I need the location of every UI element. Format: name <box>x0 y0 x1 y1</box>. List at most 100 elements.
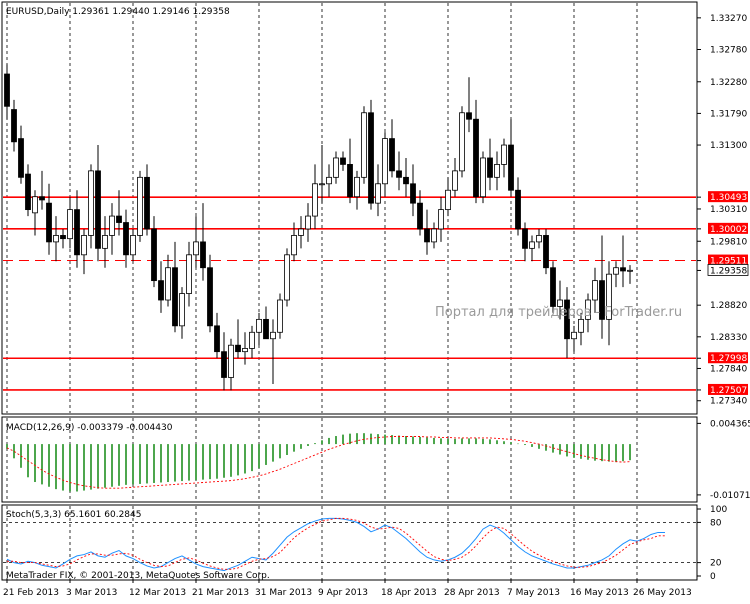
candle-body <box>578 318 584 333</box>
watermark-text: Портал для трейдеров - ForTrader.ru <box>435 305 682 320</box>
candle-body <box>18 138 24 178</box>
candle-body <box>67 209 73 240</box>
candle-body <box>263 318 269 340</box>
candle-body <box>494 164 500 178</box>
x-tick-label: 21 Feb 2013 <box>3 588 59 598</box>
stoch-pane[interactable] <box>1 504 698 581</box>
y-tick-label: 1.28330 <box>710 333 747 343</box>
x-tick-label: 21 Mar 2013 <box>192 588 249 598</box>
candle-body <box>277 299 283 333</box>
stoch-pane-title: Stoch(5,3,3) 65.1601 60.2845 <box>6 510 141 520</box>
stoch-signal-line <box>7 517 665 570</box>
x-tick-label: 31 Mar 2013 <box>255 588 312 598</box>
macd-pane-title: MACD(12,26,9) -0.003379 -0.004430 <box>6 423 173 433</box>
candle-body <box>459 112 465 172</box>
candle-body <box>4 73 10 107</box>
candle-body <box>438 209 444 230</box>
candle-body <box>599 280 605 320</box>
y-tick-label: 1.33270 <box>710 14 747 24</box>
candle-body <box>347 164 353 198</box>
candle-body <box>130 235 136 256</box>
candle-body <box>60 235 66 240</box>
candle-body <box>592 280 598 301</box>
candle-body <box>312 183 318 217</box>
candle-body <box>522 228 528 249</box>
candle-body <box>32 196 38 214</box>
candle-body <box>375 183 381 204</box>
candle-body <box>123 222 129 256</box>
candle-body <box>529 241 535 249</box>
level-price-box <box>708 222 748 234</box>
x-tick-label: 18 Apr 2013 <box>381 588 437 598</box>
candle-body <box>158 280 164 301</box>
macd-signal-line <box>6 436 631 489</box>
candle-body <box>389 138 395 172</box>
candle-body <box>557 299 563 307</box>
candle-body <box>452 170 458 191</box>
y-tick-label: 1.32780 <box>710 45 747 55</box>
y-tick-label: 1.28820 <box>710 301 747 311</box>
level-price-label: 1.27507 <box>710 386 747 396</box>
level-price-box <box>708 254 748 266</box>
current-price-box <box>707 264 749 276</box>
x-tick-label: 28 Apr 2013 <box>444 588 500 598</box>
candle-body <box>480 157 486 198</box>
price-pane[interactable] <box>1 1 698 415</box>
stoch-y-tick-label: 20 <box>710 559 722 569</box>
candle-body <box>228 344 234 378</box>
candle-body <box>333 157 339 178</box>
candle-body <box>46 202 52 243</box>
candle-body <box>39 196 45 201</box>
x-tick-label: 3 Mar 2013 <box>66 588 117 598</box>
candle-body <box>193 241 199 256</box>
y-tick-label: 1.30310 <box>710 205 747 215</box>
y-tick-label: 1.31790 <box>710 109 747 119</box>
candle-body <box>270 331 276 340</box>
copyright-text: MetaTrader FIX, © 2001-2013, MetaQuotes … <box>6 571 270 581</box>
candle-body <box>326 176 332 185</box>
candle-body <box>102 235 108 249</box>
price-pane-title: EURUSD,Daily 1.29361 1.29440 1.29146 1.2… <box>6 7 230 17</box>
candle-body <box>53 235 59 243</box>
level-price-box <box>708 191 748 203</box>
candle-body <box>95 170 101 249</box>
candle-body <box>207 267 213 327</box>
candle-body <box>116 215 122 223</box>
candle-body <box>179 293 185 327</box>
candle-body <box>501 144 507 165</box>
x-tick-label: 7 May 2013 <box>507 588 560 598</box>
candle-body <box>613 267 619 275</box>
candle-body <box>151 228 157 282</box>
candle-body <box>424 228 430 243</box>
candles <box>4 64 633 391</box>
y-tick-label: 1.32280 <box>710 78 747 88</box>
candle-body <box>165 267 171 301</box>
candle-body <box>256 318 262 333</box>
candle-body <box>172 267 178 327</box>
macd-indicator <box>6 433 631 492</box>
candle-body <box>109 215 115 236</box>
candle-body <box>508 144 514 191</box>
candle-body <box>585 299 591 320</box>
candle-body <box>536 235 542 243</box>
x-tick-label: 9 Apr 2013 <box>318 588 368 598</box>
candle-body <box>354 176 360 198</box>
candle-body <box>487 157 493 178</box>
candle-body <box>564 299 570 340</box>
candle-body <box>410 183 416 204</box>
candle-body <box>466 112 472 120</box>
candle-body <box>550 267 556 307</box>
candle-body <box>81 235 87 256</box>
macd-y-tick-label: -0.010714 <box>710 491 750 501</box>
candle-body <box>25 173 31 211</box>
y-tick-label: 1.29810 <box>710 237 747 247</box>
axes: 21 Feb 2013 3 Mar 2013 12 Mar 2013 21 Mar 2… <box>3 14 750 598</box>
candle-body <box>186 254 192 294</box>
level-price-label: 1.30002 <box>710 225 747 235</box>
level-price-label: 1.27998 <box>710 354 747 364</box>
candle-body <box>214 325 220 353</box>
candle-body <box>242 348 248 353</box>
candle-body <box>361 112 367 178</box>
